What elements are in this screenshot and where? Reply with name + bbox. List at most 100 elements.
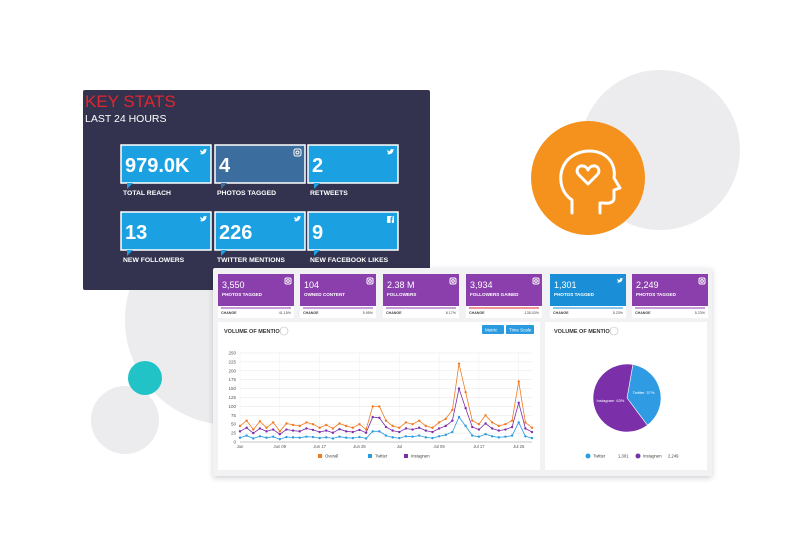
x-tick-label: Jul 17	[473, 444, 485, 449]
point	[298, 424, 301, 428]
stat-label: TOTAL REACH	[123, 190, 171, 197]
point	[391, 436, 394, 439]
facebook-icon	[387, 216, 394, 223]
kpi-value: 1,301	[554, 280, 577, 290]
key-stats-title: KEY STATS	[85, 92, 176, 111]
point	[484, 414, 487, 417]
y-tick-label: 150	[228, 386, 236, 391]
instagram-icon	[698, 277, 706, 285]
pie-slice	[626, 364, 662, 426]
point	[351, 436, 355, 440]
twitter-bird	[387, 149, 394, 155]
point	[431, 436, 434, 440]
point	[530, 436, 534, 440]
point	[291, 429, 295, 432]
instagram-icon	[532, 277, 540, 285]
kpi-change-label: CHANGE	[469, 311, 485, 315]
point	[245, 426, 248, 429]
stat-tile	[307, 144, 399, 184]
point	[510, 425, 514, 429]
dropdown-button[interactable]: Time Scale	[506, 325, 534, 334]
stat-value: 4	[219, 155, 231, 177]
legend-count: 2,249	[668, 454, 679, 459]
x-tick-label: Jun 09	[274, 444, 287, 449]
point	[331, 427, 335, 430]
point	[338, 422, 341, 425]
y-tick-label: 100	[228, 404, 236, 409]
dropdown-button[interactable]: Metric	[482, 325, 504, 334]
line-chart-panel	[218, 322, 540, 470]
stat-label: RETWEETS	[310, 190, 348, 197]
kpi-change: 5.23%	[613, 311, 624, 315]
stat-tile	[214, 144, 306, 184]
legend-label: Instagram	[643, 454, 662, 459]
tile-tail	[314, 183, 320, 189]
point	[371, 415, 374, 419]
point	[437, 435, 441, 438]
twitter-bird	[200, 216, 207, 222]
point	[252, 437, 255, 440]
point	[431, 430, 434, 434]
y-tick-label: 75	[231, 413, 237, 418]
kpi-footer	[632, 306, 708, 318]
insta-lens	[286, 279, 290, 283]
insta-frame	[698, 277, 706, 285]
stat-value: 979.0K	[125, 155, 190, 177]
point	[477, 428, 481, 431]
point	[325, 423, 328, 427]
point	[464, 406, 467, 410]
kpi-footer	[466, 306, 542, 318]
instagram-icon	[284, 277, 292, 285]
y-tick-label: 200	[228, 368, 236, 373]
point	[311, 423, 315, 426]
insta-lens	[700, 279, 704, 283]
stat-tile	[307, 211, 399, 251]
accent-circle	[128, 361, 162, 395]
point	[305, 427, 308, 430]
y-tick-label: 0	[233, 440, 236, 445]
point	[424, 424, 428, 428]
point	[238, 430, 242, 433]
legend-swatch	[585, 453, 591, 459]
point	[252, 428, 255, 431]
kpi-label: FOLLOWERS GAINED	[470, 292, 519, 297]
twitter-icon	[387, 149, 394, 155]
point	[364, 437, 368, 440]
key-stats-subtitle: LAST 24 HOURS	[85, 113, 167, 125]
point	[238, 436, 242, 439]
legend-label: Overall	[325, 454, 338, 459]
point	[358, 428, 361, 432]
point	[477, 435, 481, 438]
stat-value: 2	[312, 155, 323, 177]
point	[318, 426, 321, 429]
point	[384, 419, 388, 422]
stat-tile	[120, 144, 212, 184]
kpi-value: 2,249	[636, 280, 659, 290]
point	[378, 405, 381, 408]
point	[245, 434, 248, 437]
x-tick-label: Jul	[397, 444, 402, 449]
legend-label: Instagram	[411, 454, 430, 459]
point	[305, 421, 308, 424]
point	[338, 427, 341, 431]
slice-value: 37%	[646, 390, 654, 395]
insta-lens	[368, 279, 372, 283]
point	[490, 421, 494, 424]
stat-label: NEW FOLLOWERS	[123, 257, 185, 264]
point	[271, 435, 275, 438]
point	[457, 387, 461, 390]
point	[484, 422, 487, 425]
point	[285, 422, 288, 425]
point	[265, 426, 268, 429]
point	[325, 429, 328, 432]
point	[344, 424, 348, 428]
kpi-label: OWNED CONTENT	[304, 292, 345, 297]
point	[351, 426, 355, 429]
point	[497, 429, 501, 432]
point	[437, 427, 441, 430]
point	[517, 401, 520, 405]
expand-button	[609, 326, 619, 336]
point	[490, 427, 494, 430]
x-tick-label: Jun 17	[313, 444, 326, 449]
expand-button	[279, 326, 289, 336]
